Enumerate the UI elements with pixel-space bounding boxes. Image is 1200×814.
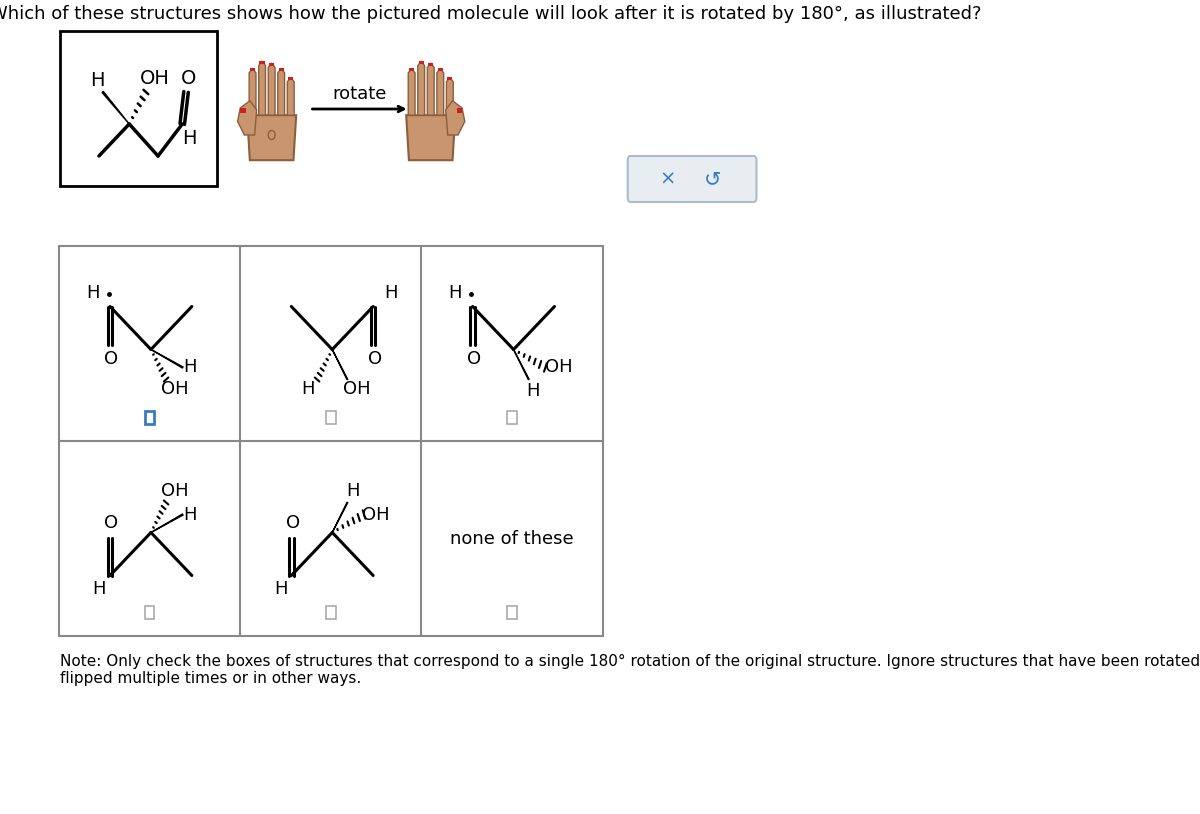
Text: H: H	[301, 380, 314, 399]
Text: OH: OH	[545, 358, 572, 377]
Text: O: O	[181, 68, 196, 87]
Polygon shape	[238, 101, 257, 135]
Text: H: H	[384, 283, 397, 301]
Bar	[240, 108, 246, 113]
Text: OH: OH	[161, 380, 190, 399]
Polygon shape	[287, 77, 294, 116]
Bar	[269, 63, 275, 65]
Bar	[508, 606, 517, 619]
Text: O: O	[104, 514, 119, 532]
Polygon shape	[427, 63, 434, 116]
Polygon shape	[332, 502, 348, 532]
Bar	[144, 606, 155, 619]
Bar	[60, 31, 217, 186]
Text: OH: OH	[161, 482, 190, 500]
Bar	[278, 68, 284, 71]
Text: OH: OH	[140, 69, 170, 89]
Bar	[250, 68, 256, 71]
Bar	[419, 61, 424, 63]
Polygon shape	[514, 349, 529, 380]
Text: H: H	[184, 505, 197, 523]
Text: O: O	[104, 349, 119, 367]
Polygon shape	[247, 116, 296, 160]
Text: rotate: rotate	[332, 85, 386, 103]
Text: H: H	[184, 358, 197, 377]
Bar	[428, 63, 433, 65]
Bar	[288, 77, 293, 80]
Text: H: H	[90, 71, 104, 90]
Bar	[438, 68, 443, 71]
Polygon shape	[332, 349, 348, 380]
Text: none of these: none of these	[450, 529, 574, 548]
Polygon shape	[406, 116, 455, 160]
Text: OH: OH	[362, 505, 390, 523]
Bar	[508, 411, 517, 424]
Polygon shape	[250, 68, 256, 116]
Polygon shape	[408, 68, 415, 116]
Polygon shape	[259, 61, 265, 116]
Bar	[144, 411, 155, 424]
Bar	[326, 606, 336, 619]
Text: H: H	[347, 482, 360, 500]
Bar	[259, 61, 265, 63]
Text: Which of these structures shows how the pictured molecule will look after it is : Which of these structures shows how the …	[0, 5, 982, 23]
Text: ↺: ↺	[703, 169, 721, 189]
Polygon shape	[269, 63, 275, 116]
Polygon shape	[418, 61, 425, 116]
Polygon shape	[277, 68, 284, 116]
Bar	[326, 411, 336, 424]
Bar	[448, 77, 452, 80]
Text: H: H	[274, 580, 288, 598]
Text: O: O	[286, 514, 300, 532]
Bar	[457, 108, 462, 113]
Text: H: H	[86, 283, 100, 301]
Text: ×: ×	[659, 169, 676, 189]
Text: H: H	[527, 383, 540, 400]
Polygon shape	[445, 101, 464, 135]
Text: O: O	[467, 349, 481, 367]
Bar	[409, 68, 414, 71]
Text: OH: OH	[343, 380, 371, 399]
Text: H: H	[182, 129, 197, 147]
Polygon shape	[151, 349, 182, 368]
Polygon shape	[437, 68, 444, 116]
Polygon shape	[446, 77, 454, 116]
Text: O: O	[367, 349, 382, 367]
Text: H: H	[92, 580, 106, 598]
Polygon shape	[151, 514, 182, 532]
FancyBboxPatch shape	[628, 156, 756, 202]
Polygon shape	[102, 91, 130, 124]
Text: H: H	[449, 283, 462, 301]
Text: Note: Only check the boxes of structures that correspond to a single 180° rotati: Note: Only check the boxes of structures…	[60, 654, 1200, 686]
